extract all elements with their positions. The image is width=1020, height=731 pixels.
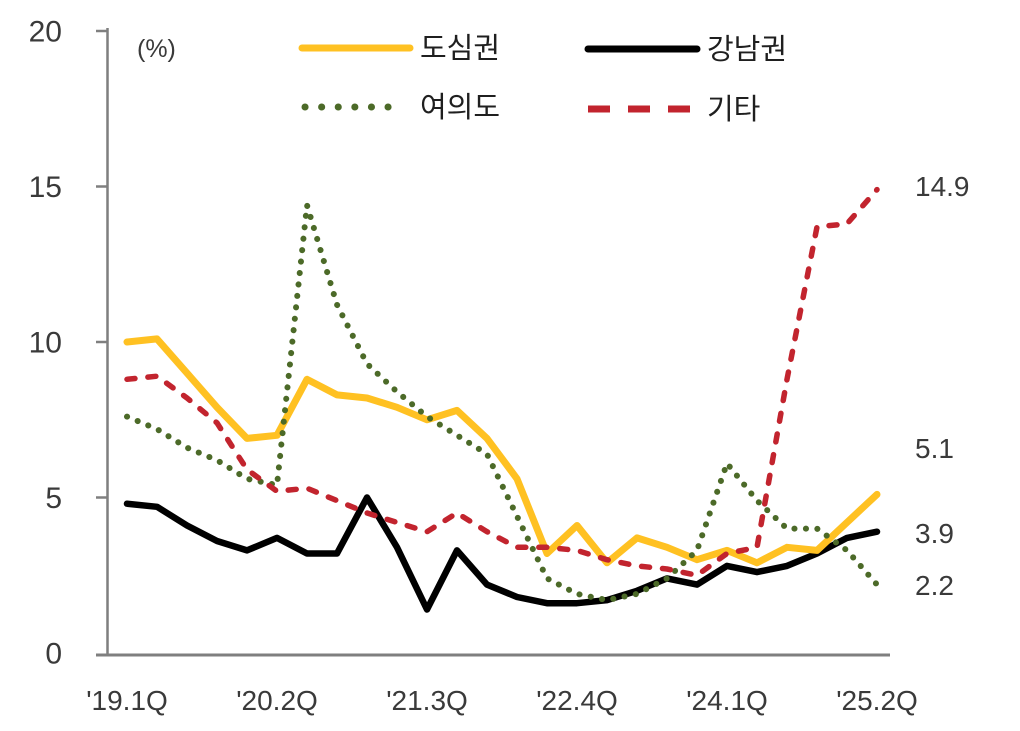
- series-line-기타: [124, 186, 880, 579]
- y-tick-label-0: 0: [45, 638, 62, 671]
- x-tick-label-22-4q: '22.4Q: [536, 685, 618, 716]
- x-tick-label-25-2q: '25.2Q: [836, 685, 918, 716]
- y-tick-label-5: 5: [45, 482, 62, 515]
- y-tick-label-15: 15: [29, 171, 62, 204]
- legend-label-gangnamgwon: 강남권: [707, 34, 787, 66]
- y-tick-label-10: 10: [29, 327, 62, 360]
- x-tick-label-20-2q: '20.2Q: [236, 685, 318, 716]
- legend-label-yeouido: 여의도: [420, 92, 500, 124]
- legend: 도심권 강남권 여의도 기타: [298, 33, 787, 126]
- end-label-gita: 14.9: [915, 171, 970, 202]
- unit-label: (%): [137, 35, 176, 63]
- series-lines: [123, 186, 881, 613]
- series-line-여의도: [124, 202, 880, 604]
- y-tick-label-20: 20: [29, 16, 62, 49]
- y-axis-labels: 0 5 10 15 20: [29, 16, 62, 671]
- x-tick-label-19-1q: '19.1Q: [86, 685, 168, 716]
- y-tick-marks: [96, 29, 107, 499]
- series-line-강남권: [123, 494, 881, 613]
- x-axis-labels: '19.1Q '20.2Q '21.3Q '22.4Q '24.1Q '25.2…: [86, 685, 918, 716]
- end-label-dosimgwon: 5.1: [915, 433, 954, 464]
- series-line-도심권: [123, 335, 881, 567]
- legend-label-dosimgwon: 도심권: [420, 33, 500, 65]
- end-label-yeouido: 2.2: [915, 570, 954, 601]
- end-value-labels: 14.9 5.1 3.9 2.2: [915, 171, 970, 601]
- x-tick-label-24-1q: '24.1Q: [686, 685, 768, 716]
- x-tick-label-21-3q: '21.3Q: [386, 685, 468, 716]
- end-label-gangnamgwon: 3.9: [915, 518, 954, 549]
- legend-label-gita: 기타: [707, 94, 760, 126]
